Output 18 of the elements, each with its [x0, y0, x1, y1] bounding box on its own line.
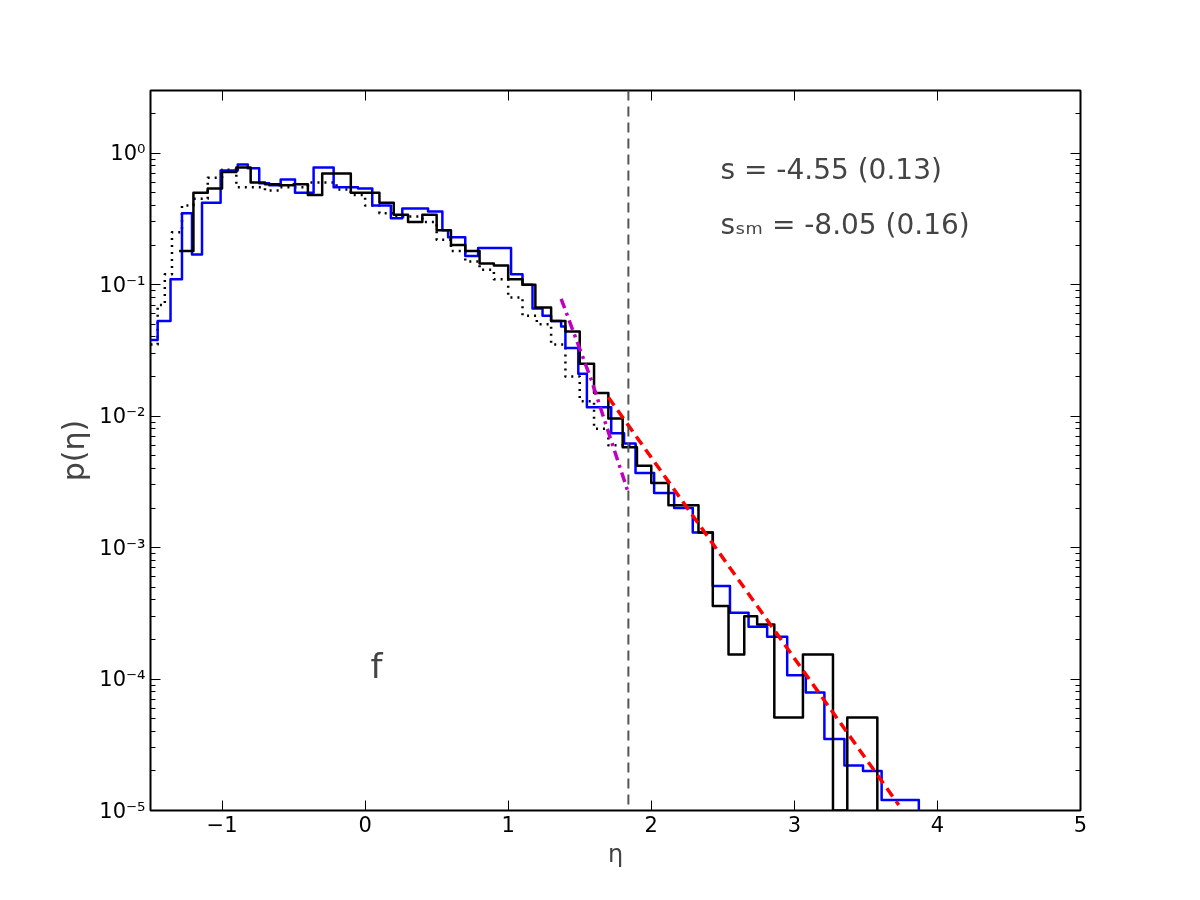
annotation: sₛₘ = -8.05 (0.16) — [720, 207, 970, 241]
x-tick-label: 5 — [1073, 812, 1088, 837]
x-tick-label: −1 — [206, 812, 238, 837]
x-tick-label: 2 — [644, 812, 658, 837]
x-tick-label: 3 — [787, 812, 802, 837]
y-tick-label: 10⁻⁵ — [99, 798, 146, 823]
y-tick-label: 10⁻¹ — [99, 272, 146, 297]
x-tick-label: 1 — [501, 812, 515, 837]
annotation: f — [370, 645, 384, 686]
y-tick-label: 10⁻⁴ — [99, 667, 146, 692]
y-tick-label: 10⁰ — [110, 141, 146, 166]
annotation: s = -4.55 (0.13) — [720, 152, 942, 186]
x-tick-label: 0 — [358, 812, 372, 837]
x-tick-label: 4 — [930, 812, 945, 837]
y-tick-label: 10⁻³ — [99, 535, 146, 560]
y-tick-label: 10⁻² — [99, 404, 146, 429]
y-axis-title: p(η) — [56, 419, 92, 482]
x-axis-title: η — [607, 839, 624, 868]
